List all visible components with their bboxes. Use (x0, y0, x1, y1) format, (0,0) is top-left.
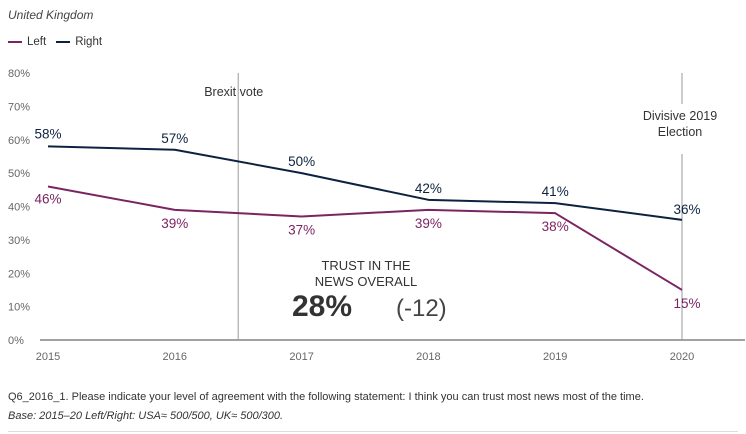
annotation-label-election: Election (658, 125, 703, 139)
data-label-right: 36% (673, 202, 700, 217)
region-label: United Kingdom (8, 8, 94, 22)
data-label-left: 37% (288, 223, 315, 238)
legend: Left Right (8, 36, 112, 48)
trust-callout-label-line2: NEWS OVERALL (314, 274, 418, 289)
bottom-divider (8, 431, 738, 432)
x-tick-label: 2019 (543, 351, 567, 363)
data-label-left: 46% (34, 191, 61, 206)
trust-callout-label-line1: TRUST IN THE (321, 258, 411, 273)
legend-swatch-right (56, 41, 71, 43)
y-tick-label: 20% (8, 268, 30, 280)
x-tick-label: 2018 (416, 351, 440, 363)
annotation-label-election: Divisive 2019 (643, 109, 717, 123)
data-label-right: 50% (288, 154, 315, 169)
legend-label-right: Right (75, 36, 103, 48)
x-tick-label: 2020 (670, 351, 694, 363)
data-label-right: 42% (415, 181, 442, 196)
y-tick-label: 60% (8, 135, 30, 147)
data-label-left: 15% (673, 296, 700, 311)
y-tick-label: 50% (8, 168, 30, 180)
data-label-left: 39% (415, 216, 442, 231)
footnote-base: Base: 2015–20 Left/Right: USA≈ 500/500, … (8, 410, 284, 422)
trust-callout-change: (-12) (396, 295, 447, 322)
x-tick-label: 2016 (163, 351, 187, 363)
y-tick-label: 80% (8, 68, 30, 80)
trust-callout-label: TRUST IN THE NEWS OVERALL (300, 258, 432, 290)
y-tick-label: 40% (8, 202, 30, 214)
y-tick-label: 0% (8, 335, 24, 347)
legend-label-left: Left (27, 36, 47, 48)
footnote-question: Q6_2016_1. Please indicate your level of… (8, 391, 644, 403)
legend-swatch-left (8, 41, 22, 43)
x-tick-label: 2015 (36, 351, 60, 363)
y-tick-label: 10% (8, 302, 30, 314)
line-chart: 0% 10% 20% 30% 40% 50% 60% 70% 80% 2015 2016 2017 20… (8, 68, 745, 363)
legend-item-left: Left (8, 36, 46, 48)
trust-callout-value: 28% (292, 290, 353, 323)
x-tick-label: 2017 (289, 351, 313, 363)
series-line-left (47, 185, 683, 291)
legend-item-right: Right (56, 36, 102, 48)
data-label-left: 38% (542, 219, 569, 234)
data-label-left: 39% (161, 216, 188, 231)
data-label-right: 41% (542, 184, 569, 199)
data-label-right: 58% (34, 126, 61, 141)
data-label-right: 57% (161, 131, 188, 146)
y-tick-label: 30% (8, 235, 30, 247)
series-line-right (47, 145, 683, 221)
annotation-label-brexit: Brexit vote (204, 85, 263, 99)
y-tick-label: 70% (8, 101, 30, 113)
